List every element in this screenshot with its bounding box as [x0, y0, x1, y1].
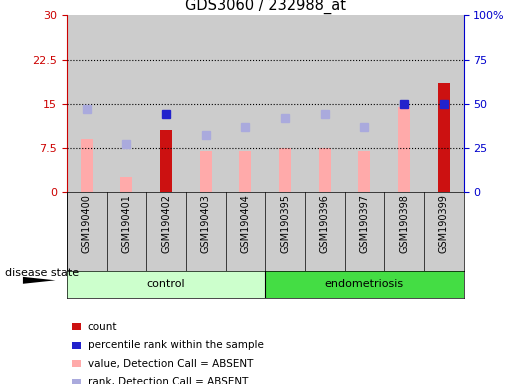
Bar: [200, 151, 212, 192]
Title: GDS3060 / 232988_at: GDS3060 / 232988_at: [185, 0, 346, 14]
Bar: [279, 148, 291, 192]
Text: disease state: disease state: [5, 268, 79, 278]
Text: GSM190402: GSM190402: [161, 194, 171, 253]
Text: count: count: [88, 322, 117, 332]
Bar: [186, 192, 226, 271]
Text: GSM190397: GSM190397: [359, 194, 369, 253]
Text: GSM190396: GSM190396: [320, 194, 330, 253]
Text: GSM190403: GSM190403: [201, 194, 211, 253]
Bar: [81, 139, 93, 192]
Bar: [398, 107, 410, 192]
Bar: [358, 151, 370, 192]
Bar: [424, 192, 464, 271]
Text: GSM190404: GSM190404: [241, 194, 250, 253]
Bar: [67, 192, 107, 271]
Bar: [121, 177, 132, 192]
Bar: [226, 192, 265, 271]
Bar: [226, 15, 265, 192]
Text: control: control: [147, 279, 185, 289]
Text: GSM190400: GSM190400: [82, 194, 92, 253]
Bar: [265, 15, 305, 192]
Bar: [107, 15, 146, 192]
Bar: [424, 15, 464, 192]
Text: value, Detection Call = ABSENT: value, Detection Call = ABSENT: [88, 359, 253, 369]
Bar: [239, 151, 251, 192]
Bar: [107, 192, 146, 271]
Bar: [345, 15, 384, 192]
Polygon shape: [23, 277, 56, 284]
Text: GSM190395: GSM190395: [280, 194, 290, 253]
Text: GSM190401: GSM190401: [122, 194, 131, 253]
Bar: [438, 83, 450, 192]
Text: endometriosis: endometriosis: [325, 279, 404, 289]
Bar: [384, 192, 424, 271]
Text: percentile rank within the sample: percentile rank within the sample: [88, 340, 264, 350]
Text: GSM190399: GSM190399: [439, 194, 449, 253]
Text: GSM190398: GSM190398: [399, 194, 409, 253]
Bar: [186, 15, 226, 192]
Bar: [384, 15, 424, 192]
Bar: [319, 148, 331, 192]
Bar: [146, 192, 186, 271]
Text: rank, Detection Call = ABSENT: rank, Detection Call = ABSENT: [88, 377, 248, 384]
Bar: [160, 130, 172, 192]
Bar: [305, 192, 345, 271]
Bar: [265, 192, 305, 271]
Bar: [67, 15, 107, 192]
Bar: [345, 192, 384, 271]
Bar: [265, 271, 464, 298]
Bar: [146, 15, 186, 192]
Bar: [305, 15, 345, 192]
Bar: [67, 271, 265, 298]
